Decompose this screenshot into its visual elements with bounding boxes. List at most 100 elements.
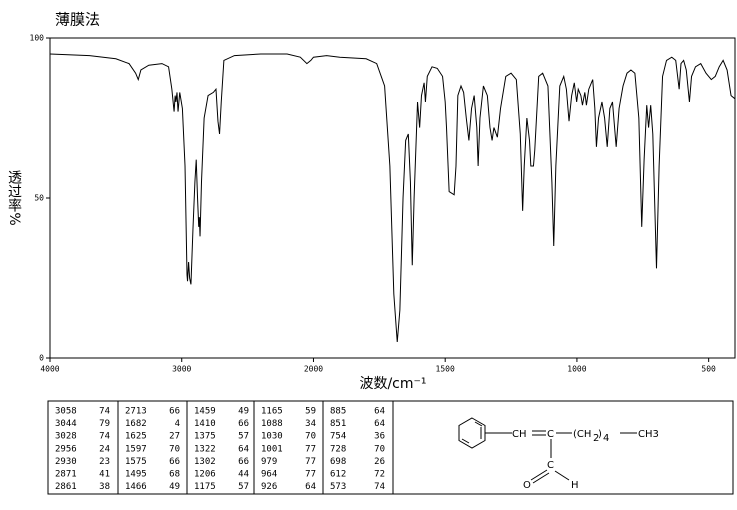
peak-wavenumber: 1625: [125, 432, 147, 442]
y-tick-label: 0: [39, 354, 44, 363]
peak-wavenumber: 1410: [194, 419, 216, 429]
peak-transmittance: 26: [374, 457, 385, 467]
structure-label: C: [547, 460, 554, 471]
peak-wavenumber: 1682: [125, 419, 147, 429]
peak-transmittance: 74: [374, 482, 385, 492]
bond: [532, 472, 550, 484]
peak-wavenumber: 728: [330, 444, 346, 454]
peak-transmittance: 74: [99, 407, 110, 417]
spectrum-line: [49, 53, 736, 343]
peak-wavenumber: 1206: [194, 470, 216, 480]
peak-wavenumber: 2956: [55, 444, 77, 454]
peak-wavenumber: 3044: [55, 419, 77, 429]
peak-transmittance: 79: [99, 419, 110, 429]
benzene-ring: [458, 417, 486, 449]
peak-transmittance: 70: [305, 432, 316, 442]
peak-transmittance: 64: [305, 482, 316, 492]
y-tick-label: 50: [34, 194, 44, 203]
peak-transmittance: 27: [169, 432, 180, 442]
peak-transmittance: 34: [305, 419, 316, 429]
y-tick-label: 100: [30, 34, 45, 43]
ring-bond: [474, 421, 483, 427]
peak-wavenumber: 1459: [194, 407, 216, 417]
peak-transmittance: 77: [305, 457, 316, 467]
peak-transmittance: 74: [99, 432, 110, 442]
peak-wavenumber: 851: [330, 419, 346, 429]
peak-wavenumber: 1030: [261, 432, 283, 442]
peak-transmittance: 70: [374, 444, 385, 454]
peak-transmittance: 38: [99, 482, 110, 492]
structure-label: C: [547, 429, 554, 440]
structure-label: CH: [512, 429, 527, 440]
x-axis-label: 波数/cm⁻¹: [359, 376, 426, 392]
peak-transmittance: 49: [238, 407, 249, 417]
peak-wavenumber: 1001: [261, 444, 283, 454]
peak-transmittance: 66: [238, 457, 249, 467]
peak-transmittance: 77: [305, 470, 316, 480]
peak-wavenumber: 2861: [55, 482, 77, 492]
peak-transmittance: 68: [169, 470, 180, 480]
peak-transmittance: 72: [374, 470, 385, 480]
peak-wavenumber: 2930: [55, 457, 77, 467]
structure-label: 4: [603, 433, 609, 444]
peak-transmittance: 59: [305, 407, 316, 417]
peak-wavenumber: 573: [330, 482, 346, 492]
structure-bonds: [458, 417, 637, 484]
structure-label: O: [523, 480, 531, 491]
peak-transmittance: 44: [238, 470, 249, 480]
peak-wavenumber: 2713: [125, 407, 147, 417]
peak-transmittance: 66: [238, 419, 249, 429]
x-tick-label: 1500: [436, 365, 455, 374]
peak-transmittance: 36: [374, 432, 385, 442]
structure-label: CH3: [638, 429, 659, 440]
plot-frame: [49, 37, 736, 359]
peak-transmittance: 66: [169, 457, 180, 467]
bond: [554, 470, 570, 481]
peak-wavenumber: 1175: [194, 482, 216, 492]
peak-wavenumber: 612: [330, 470, 346, 480]
peak-transmittance: 70: [169, 444, 180, 454]
peak-transmittance: 64: [374, 419, 385, 429]
structure-label: 2: [593, 433, 599, 444]
peak-transmittance: 64: [374, 407, 385, 417]
table-frame: [47, 400, 734, 495]
peak-transmittance: 57: [238, 482, 249, 492]
chart-title: 薄膜法: [55, 11, 100, 29]
peak-wavenumber: 1302: [194, 457, 216, 467]
peak-wavenumber: 1088: [261, 419, 283, 429]
peak-wavenumber: 964: [261, 470, 277, 480]
table-dividers: [117, 401, 394, 494]
structure-label: (CH: [573, 429, 591, 440]
peak-transmittance: 66: [169, 407, 180, 417]
peak-wavenumber: 1466: [125, 482, 147, 492]
peak-transmittance: 57: [238, 432, 249, 442]
x-tick-label: 500: [701, 365, 716, 374]
peak-wavenumber: 885: [330, 407, 346, 417]
structure-label: H: [571, 480, 579, 491]
peak-wavenumber: 1375: [194, 432, 216, 442]
peak-transmittance: 23: [99, 457, 110, 467]
x-tick-label: 3000: [172, 365, 191, 374]
peak-wavenumber: 1165: [261, 407, 283, 417]
peak-transmittance: 77: [305, 444, 316, 454]
peak-transmittance: 49: [169, 482, 180, 492]
peak-transmittance: 41: [99, 470, 110, 480]
ring-bond: [461, 438, 470, 444]
peak-wavenumber: 2871: [55, 470, 77, 480]
x-tick-label: 1000: [567, 365, 586, 374]
structure-label: ): [598, 429, 602, 440]
x-tick-label: 2000: [304, 365, 323, 374]
peak-wavenumber: 3028: [55, 432, 77, 442]
peak-transmittance: 64: [238, 444, 249, 454]
peak-wavenumber: 1575: [125, 457, 147, 467]
y-axis-label: 透过率%: [6, 170, 22, 225]
peak-wavenumber: 3058: [55, 407, 77, 417]
peak-wavenumber: 1495: [125, 470, 147, 480]
peak-transmittance: 4: [175, 419, 180, 429]
peak-wavenumber: 1322: [194, 444, 216, 454]
peak-wavenumber: 698: [330, 457, 346, 467]
peak-transmittance: 24: [99, 444, 110, 454]
peak-wavenumber: 979: [261, 457, 277, 467]
peak-wavenumber: 1597: [125, 444, 147, 454]
